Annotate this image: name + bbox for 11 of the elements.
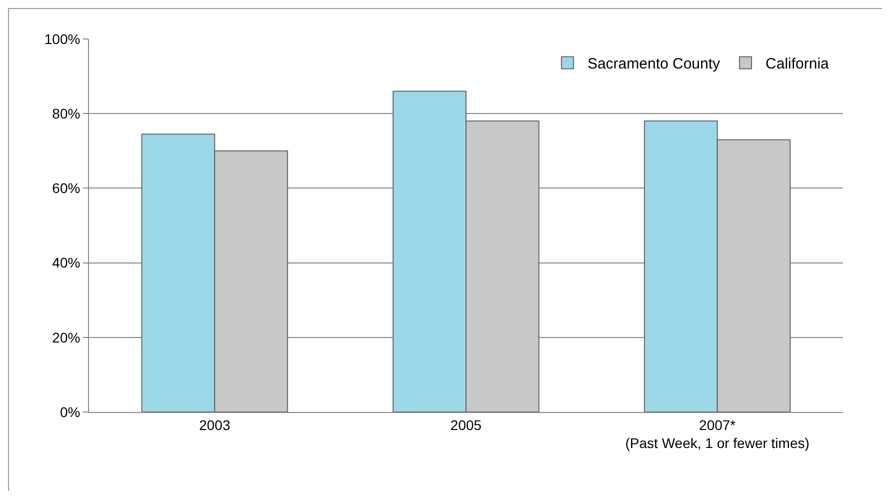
y-tick-label: 80% [52,106,80,122]
y-tick-label: 20% [52,329,80,346]
y-tick-label: 0% [60,404,80,420]
y-tick-label: 100% [44,30,80,47]
x-tick-label: 2007* (Past Week, 1 or fewer times) [625,416,810,451]
x-tick-label: 2005 [450,416,482,433]
legend-label: Sacramento County [587,56,721,73]
y-tick-label: 60% [52,180,80,196]
x-tick-label: 2003 [199,416,230,433]
y-tick-label: 40% [52,254,80,271]
legend-label: California [766,56,830,73]
